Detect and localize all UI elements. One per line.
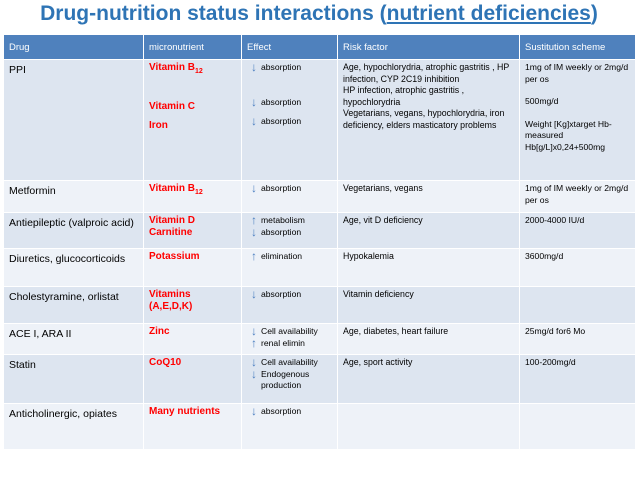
title-suffix: ) (590, 2, 598, 25)
effect-text: absorption (261, 62, 302, 72)
scheme-cell: 3600mg/d (519, 248, 636, 287)
drug-cell: ACE I, ARA II (3, 323, 144, 355)
scheme-cell: 25mg/d for6 Mo (519, 323, 636, 355)
effect-text: absorption (261, 96, 302, 107)
arrow-down-icon: ↓ (251, 224, 257, 239)
effect-text: Endogenous production (261, 368, 310, 391)
table-row: Cholestyramine, orlistat Vitamins (A,E,D… (3, 286, 636, 324)
micronutrient-b12: Vitamin B (149, 62, 195, 73)
effect-cell: ↑ ↓ metabolism absorption (241, 212, 338, 249)
subscript: 12 (194, 189, 203, 196)
effect-text: absorption (261, 226, 302, 237)
effect-text: elimination (261, 251, 303, 261)
scheme-cell: 1mg of IM weekly or 2mg/d per os (519, 180, 636, 213)
drug-cell: Statin (3, 354, 144, 404)
micronutrient-iron: Iron (149, 120, 168, 131)
drug-cell: Anticholinergic, opiates (3, 403, 144, 450)
scheme-text: Weight [Kg]xtarget Hb-measured Hb[g/L]x0… (525, 118, 612, 152)
micronutrient-cell: Vitamin B12 Vitamin C Iron (143, 59, 242, 181)
risk-text: HP infection, atrophic gastritis , hypoc… (343, 85, 465, 107)
effect-text: absorption (261, 406, 302, 416)
risk-text: Vegetarians, vegans, hypochlorydria, iro… (343, 108, 505, 130)
effect-text: renal elimin (261, 337, 305, 348)
effect-cell: ↓ absorption (241, 403, 338, 450)
slide-title: Drug-nutrition status interactions (nutr… (0, 2, 638, 26)
micronutrient-cell: Vitamin B12 (143, 180, 242, 213)
arrow-down-icon: ↓ (251, 181, 257, 195)
effect-cell: ↓ ↑ Cell availability renal elimin (241, 323, 338, 355)
micronutrient-cell: Zinc (143, 323, 242, 355)
micronutrient-carnitine: Carnitine (149, 226, 193, 238)
arrow-down-icon: ↓ (251, 287, 257, 301)
risk-cell: Vitamin deficiency (337, 286, 520, 324)
header-effect: Effect (241, 34, 338, 60)
arrow-down-icon: ↓ (251, 60, 257, 74)
title-highlight: nutrient deficiencies (386, 2, 591, 25)
effect-text: Cell availability (261, 326, 318, 336)
table-header-row: Drug micronutrient Effect Risk factor Su… (3, 34, 636, 60)
arrow-down-icon: ↓ (251, 324, 257, 338)
table-row: Statin CoQ10 ↓ ↓ Cell availability Endogen… (3, 354, 636, 404)
subscript: 12 (194, 68, 203, 75)
header-micronutrient: micronutrient (143, 34, 242, 60)
header-risk-factor: Risk factor (337, 34, 520, 60)
micronutrient-vitd: Vitamin D (149, 215, 195, 226)
effect-text: absorption (261, 183, 302, 193)
risk-cell: Hypokalemia (337, 248, 520, 287)
header-substitution-scheme: Sustitution scheme (519, 34, 636, 60)
micronutrient-cell: Many nutrients (143, 403, 242, 450)
drug-cell: Cholestyramine, orlistat (3, 286, 144, 324)
table-row: Antiepileptic (valproic acid) Vitamin D … (3, 212, 636, 249)
arrow-down-icon: ↓ (251, 94, 257, 109)
effect-text: absorption (261, 289, 302, 299)
effect-cell: ↓ absorption (241, 180, 338, 213)
arrow-up-icon: ↑ (251, 249, 257, 263)
risk-text: Age, hypochlorydria, atrophic gastritis … (343, 62, 510, 84)
scheme-cell: 2000-4000 IU/d (519, 212, 636, 249)
arrow-down-icon: ↓ (251, 114, 257, 128)
effect-text: absorption (261, 116, 302, 126)
interactions-table: Drug micronutrient Effect Risk factor Su… (3, 34, 636, 450)
drug-cell: Metformin (3, 180, 144, 213)
risk-cell: Age, sport activity (337, 354, 520, 404)
arrow-down-icon: ↓ (251, 355, 257, 369)
arrow-up-icon: ↑ (251, 335, 257, 350)
arrow-down-icon: ↓ (251, 366, 257, 381)
scheme-cell (519, 403, 636, 450)
risk-cell (337, 403, 520, 450)
scheme-cell (519, 286, 636, 324)
table-row: PPI Vitamin B12 Vitamin C Iron ↓ absorpti… (3, 59, 636, 181)
drug-cell: Antiepileptic (valproic acid) (3, 212, 144, 249)
table-row: Metformin Vitamin B12 ↓ absorption Vegeta… (3, 180, 636, 213)
table-row: Anticholinergic, opiates Many nutrients … (3, 403, 636, 450)
risk-cell: Vegetarians, vegans (337, 180, 520, 213)
table-row: ACE I, ARA II Zinc ↓ ↑ Cell availability r… (3, 323, 636, 355)
risk-cell: Age, vit D deficiency (337, 212, 520, 249)
effect-cell: ↓ ↓ Cell availability Endogenous productio… (241, 354, 338, 404)
drug-cell: Diuretics, glucocorticoids (3, 248, 144, 287)
scheme-text: 500mg/d (525, 96, 559, 106)
table-row: Diuretics, glucocorticoids Potassium ↑ el… (3, 248, 636, 287)
micronutrient-cell: Vitamin D Carnitine (143, 212, 242, 249)
risk-cell: Age, hypochlorydria, atrophic gastritis … (337, 59, 520, 181)
effect-cell: ↓ absorption ↓ absorption ↓ absorption (241, 59, 338, 181)
arrow-down-icon: ↓ (251, 404, 257, 418)
micronutrient-cell: Potassium (143, 248, 242, 287)
micronutrient-vitc: Vitamin C (149, 100, 195, 112)
micronutrient-cell: CoQ10 (143, 354, 242, 404)
header-drug: Drug (3, 34, 144, 60)
effect-text: Cell availability (261, 357, 318, 367)
effect-cell: ↑ elimination (241, 248, 338, 287)
arrow-up-icon: ↑ (251, 213, 257, 227)
risk-cell: Age, diabetes, heart failure (337, 323, 520, 355)
scheme-text: 1mg of IM weekly or 2mg/d per os (525, 62, 629, 84)
scheme-cell: 100-200mg/d (519, 354, 636, 404)
drug-cell: PPI (3, 59, 144, 181)
micronutrient-b12: Vitamin B (149, 183, 195, 194)
effect-cell: ↓ absorption (241, 286, 338, 324)
scheme-cell: 1mg of IM weekly or 2mg/d per os 500mg/d… (519, 59, 636, 181)
effect-text: metabolism (261, 215, 305, 225)
title-prefix: Drug-nutrition status interactions ( (40, 2, 387, 25)
micronutrient-cell: Vitamins (A,E,D,K) (143, 286, 242, 324)
